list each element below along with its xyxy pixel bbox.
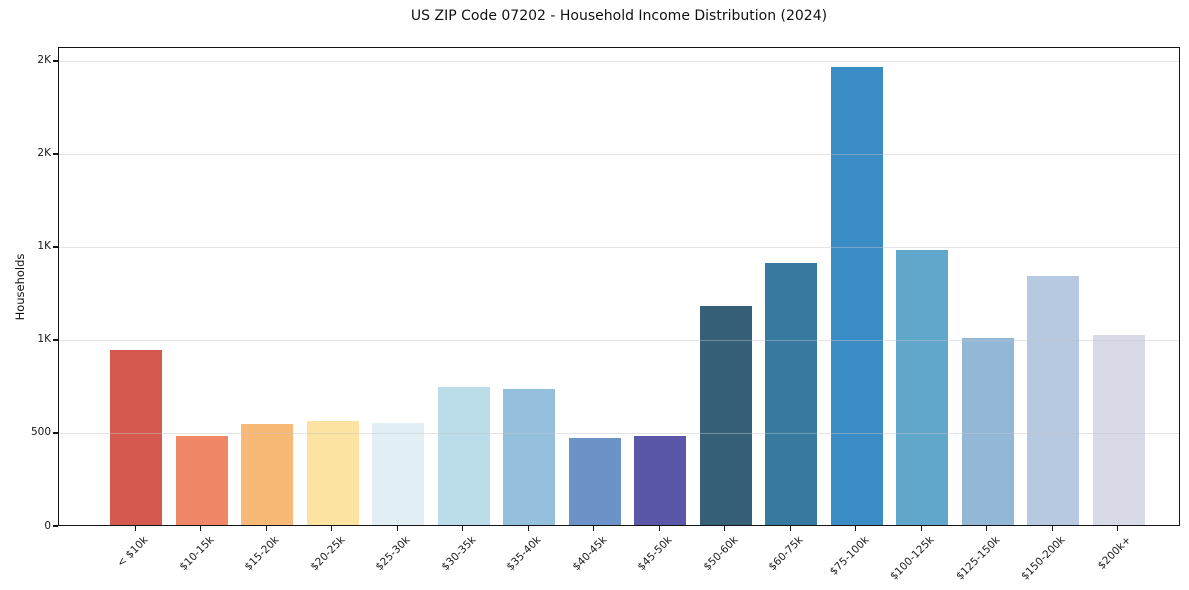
x-tick-label: $25-30k bbox=[373, 534, 413, 574]
x-tick-mark bbox=[1117, 526, 1119, 531]
bar-0 bbox=[110, 350, 163, 525]
y-tick-label: 2K bbox=[37, 54, 51, 67]
x-tick-label: $100-125k bbox=[888, 534, 937, 583]
x-tick-label: $45-50k bbox=[635, 534, 675, 574]
x-tick-mark bbox=[658, 526, 660, 531]
x-tick-mark bbox=[134, 526, 136, 531]
x-tick-mark bbox=[855, 526, 857, 531]
y-tick-mark bbox=[53, 339, 58, 341]
x-tick-label: $40-45k bbox=[570, 534, 610, 574]
y-gridline bbox=[59, 340, 1179, 342]
bar-13 bbox=[961, 338, 1014, 525]
bar-6 bbox=[503, 389, 556, 525]
y-tick-mark bbox=[53, 153, 58, 155]
x-tick-mark bbox=[1051, 526, 1053, 531]
x-tick-label: $10-15k bbox=[177, 534, 217, 574]
x-tick-mark bbox=[200, 526, 202, 531]
x-tick-mark bbox=[265, 526, 267, 531]
y-gridline bbox=[59, 247, 1179, 249]
bar-8 bbox=[634, 435, 687, 525]
y-gridline bbox=[59, 61, 1179, 63]
x-tick-mark bbox=[593, 526, 595, 531]
x-tick-label: $125-150k bbox=[953, 534, 1003, 583]
y-gridline bbox=[59, 154, 1179, 156]
x-tick-label: $60-75k bbox=[766, 534, 806, 574]
x-tick-label: $15-20k bbox=[242, 534, 282, 574]
x-tick-label: $35-40k bbox=[504, 534, 544, 574]
bar-7 bbox=[568, 437, 621, 525]
plot-area bbox=[58, 47, 1180, 526]
y-tick-mark bbox=[53, 246, 58, 248]
bar-5 bbox=[437, 387, 490, 525]
bar-12 bbox=[896, 249, 949, 525]
x-tick-mark bbox=[396, 526, 398, 531]
bar-4 bbox=[372, 422, 425, 525]
bar-9 bbox=[699, 305, 752, 525]
y-tick-mark bbox=[53, 60, 58, 62]
y-axis-title: Households bbox=[13, 253, 27, 321]
chart-title: US ZIP Code 07202 - Household Income Dis… bbox=[410, 8, 828, 24]
x-tick-mark bbox=[986, 526, 988, 531]
y-gridline bbox=[59, 433, 1179, 435]
x-tick-label: $200k+ bbox=[1095, 534, 1134, 572]
bar-1 bbox=[175, 435, 228, 525]
y-tick-label: 0 bbox=[44, 519, 51, 532]
bar-11 bbox=[830, 67, 883, 525]
x-tick-label: $20-25k bbox=[308, 534, 348, 574]
x-tick-mark bbox=[920, 526, 922, 531]
bar-2 bbox=[241, 423, 294, 525]
x-tick-label: < $10k bbox=[115, 534, 151, 570]
x-tick-mark bbox=[789, 526, 791, 531]
bar-3 bbox=[306, 420, 359, 525]
x-tick-mark bbox=[724, 526, 726, 531]
y-tick-label: 500 bbox=[30, 426, 51, 439]
bar-10 bbox=[765, 262, 818, 525]
x-tick-label: $75-100k bbox=[827, 534, 872, 578]
x-tick-label: $150-200k bbox=[1019, 534, 1068, 583]
y-tick-mark bbox=[53, 525, 58, 527]
y-tick-label: 1K bbox=[37, 240, 51, 253]
bar-14 bbox=[1027, 275, 1080, 525]
x-tick-mark bbox=[462, 526, 464, 531]
bar-15 bbox=[1092, 335, 1145, 525]
x-tick-mark bbox=[527, 526, 529, 531]
y-tick-mark bbox=[53, 432, 58, 434]
x-tick-mark bbox=[331, 526, 333, 531]
x-tick-label: $30-35k bbox=[439, 534, 479, 574]
y-tick-label: 2K bbox=[37, 147, 51, 160]
x-tick-label: $50-60k bbox=[701, 534, 741, 574]
y-tick-label: 1K bbox=[37, 333, 51, 346]
